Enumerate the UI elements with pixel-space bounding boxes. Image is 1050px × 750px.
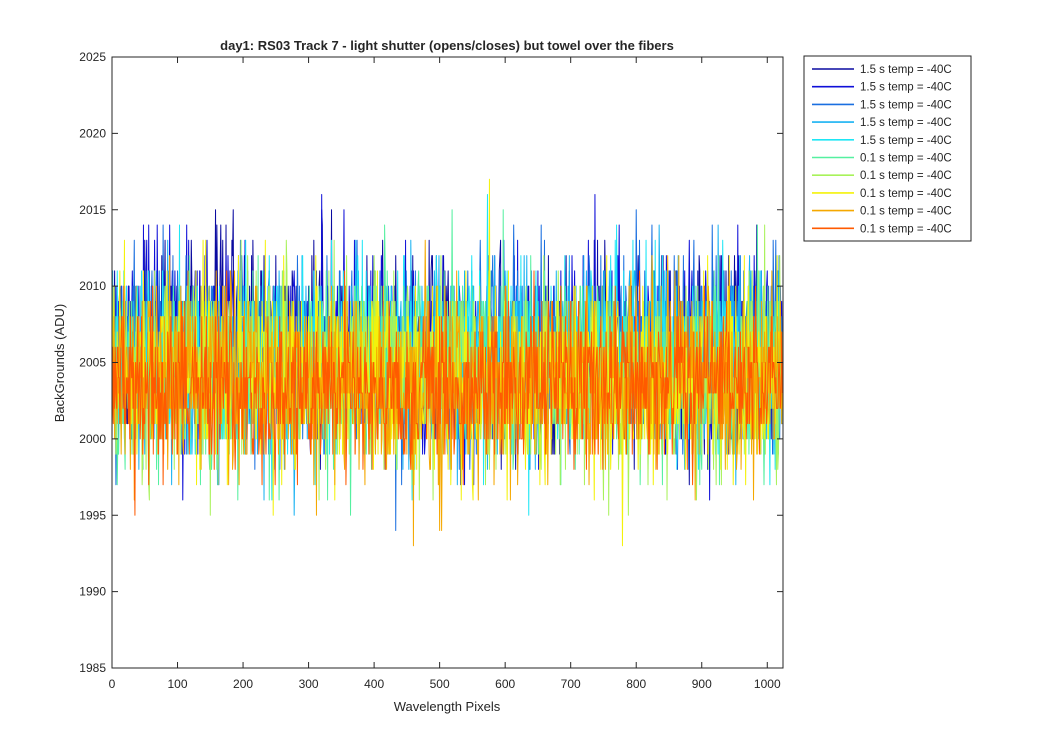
series-line-10 (112, 270, 783, 516)
x-tick-label: 500 (430, 677, 450, 691)
x-axis-label: Wavelength Pixels (394, 699, 501, 714)
y-tick-label: 1990 (79, 585, 106, 599)
x-tick-label: 800 (626, 677, 646, 691)
legend-entry-label: 1.5 s temp = -40C (860, 99, 952, 111)
legend: 1.5 s temp = -40C 1.5 s temp = -40C 1.5 s … (803, 55, 972, 242)
x-tick-label: 100 (168, 677, 188, 691)
legend-entry-label: 0.1 s temp = -40C (860, 223, 952, 235)
x-tick-label: 900 (692, 677, 712, 691)
legend-entry-label: 1.5 s temp = -40C (860, 135, 952, 147)
legend-entry-label: 0.1 s temp = -40C (860, 153, 952, 165)
chart-title: day1: RS03 Track 7 - light shutter (open… (220, 38, 674, 53)
y-tick-label: 1995 (79, 508, 106, 522)
legend-entry-label: 0.1 s temp = -40C (860, 206, 952, 218)
y-tick-label: 2005 (79, 356, 106, 370)
y-axis-label: BackGrounds (ADU) (52, 304, 67, 422)
legend-entry-label: 1.5 s temp = -40C (860, 64, 952, 76)
y-tick-label: 1985 (79, 661, 106, 675)
y-tick-label: 2025 (79, 50, 106, 64)
x-tick-label: 1000 (754, 677, 781, 691)
x-tick-label: 300 (299, 677, 319, 691)
y-tick-label: 2010 (79, 279, 106, 293)
legend-entry-label: 1.5 s temp = -40C (860, 82, 952, 94)
x-tick-label: 600 (495, 677, 515, 691)
y-tick-label: 2015 (79, 203, 106, 217)
ticks-layer: 0 100 200 300 400 500 600 700 800 900 1000 1985 1990… (79, 50, 783, 691)
legend-entry-label: 0.1 s temp = -40C (860, 170, 952, 182)
legend-entry-label: 1.5 s temp = -40C (860, 117, 952, 129)
series-layer (112, 178, 783, 547)
y-tick-label: 2020 (79, 126, 106, 140)
legend-entry-label: 0.1 s temp = -40C (860, 188, 952, 200)
y-tick-label: 2000 (79, 432, 106, 446)
x-tick-label: 200 (233, 677, 253, 691)
x-tick-label: 700 (561, 677, 581, 691)
x-tick-label: 0 (109, 677, 116, 691)
x-tick-label: 400 (364, 677, 384, 691)
